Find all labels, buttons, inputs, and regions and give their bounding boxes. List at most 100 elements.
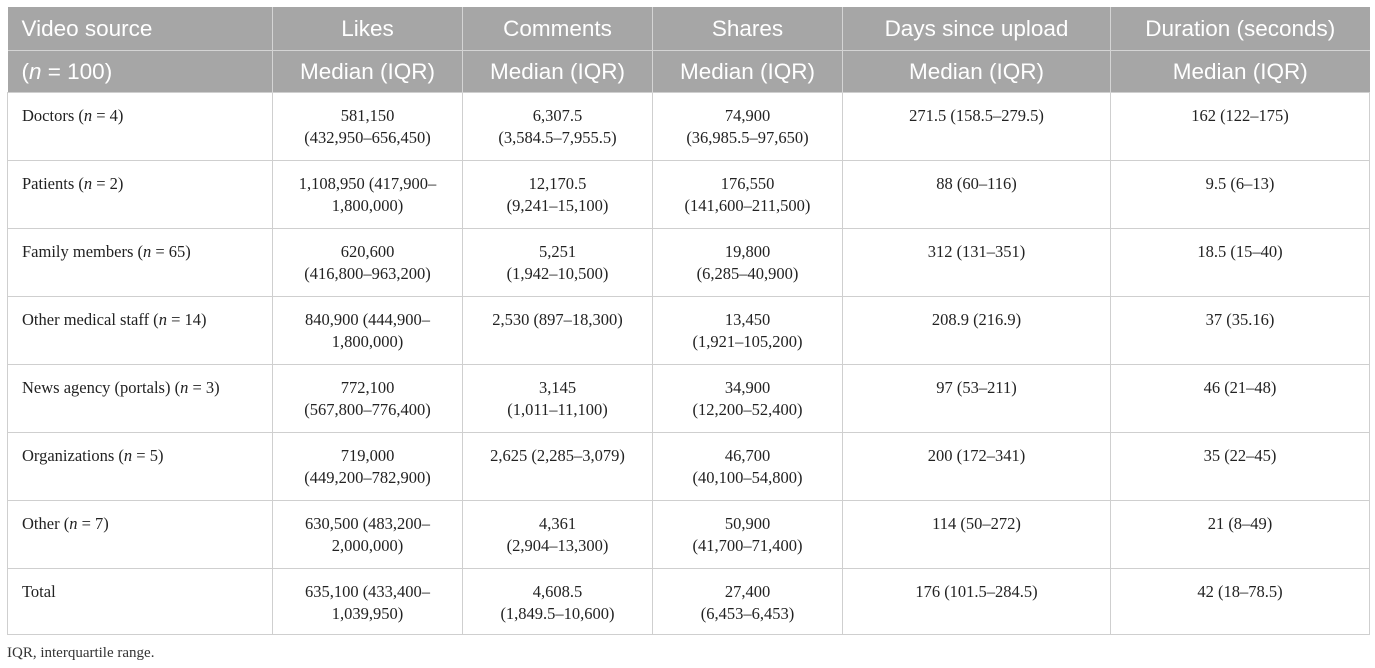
- cell-likes: 1,108,950 (417,900– 1,800,000): [272, 160, 463, 229]
- video-source-table: Video source Likes Comments Shares Days …: [7, 7, 1370, 635]
- cell-video-source: Doctors (n = 4): [7, 92, 273, 161]
- table-row: Family members (n = 65) 620,600 (416,800–9…: [7, 228, 1370, 297]
- cell-shares: 13,450 (1,921–105,200): [652, 296, 843, 365]
- cell-line: (6,285–40,900): [696, 264, 799, 283]
- cell-line: (141,600–211,500): [684, 196, 811, 215]
- table-header: Video source Likes Comments Shares Days …: [7, 7, 1370, 93]
- header-likes: Likes: [272, 7, 463, 51]
- cell-line: (12,200–52,400): [692, 400, 803, 419]
- cell-line: 1,039,950): [331, 604, 404, 623]
- table-row: Other medical staff (n = 14) 840,900 (444…: [7, 296, 1370, 365]
- header-shares-stat: Median (IQR): [652, 50, 843, 93]
- table-row: Other (n = 7) 630,500 (483,200– 2,000,000)…: [7, 500, 1370, 569]
- source-n: n: [83, 174, 93, 193]
- cell-duration: 35 (22–45): [1110, 432, 1370, 501]
- cell-line: 18.5 (15–40): [1197, 242, 1283, 261]
- cell-likes: 719,000 (449,200–782,900): [272, 432, 463, 501]
- cell-duration: 162 (122–175): [1110, 92, 1370, 161]
- cell-duration: 37 (35.16): [1110, 296, 1370, 365]
- source-n: n: [123, 446, 133, 465]
- cell-video-source: News agency (portals) (n = 3): [7, 364, 273, 433]
- header-comments: Comments: [462, 7, 653, 51]
- cell-line: 74,900: [724, 106, 771, 125]
- cell-line: 2,625 (2,285–3,079): [490, 446, 625, 465]
- cell-line: 13,450: [724, 310, 771, 329]
- cell-line: 200 (172–341): [927, 446, 1026, 465]
- source-count: = 14): [166, 310, 207, 329]
- cell-line: 581,150: [340, 106, 395, 125]
- cell-line: (36,985.5–97,650): [686, 128, 809, 147]
- cell-comments: 5,251 (1,942–10,500): [462, 228, 653, 297]
- cell-line: 840,900 (444,900–: [304, 310, 431, 329]
- cell-line: 1,108,950 (417,900–: [298, 174, 437, 193]
- cell-line: 34,900: [724, 378, 771, 397]
- cell-line: 37 (35.16): [1205, 310, 1275, 329]
- cell-days: 271.5 (158.5–279.5): [842, 92, 1111, 161]
- sample-size-var: n: [29, 58, 42, 84]
- cell-duration: 9.5 (6–13): [1110, 160, 1370, 229]
- source-n: n: [142, 242, 152, 261]
- cell-line: 114 (50–272): [932, 514, 1021, 533]
- cell-line: 12,170.5: [528, 174, 587, 193]
- cell-days: 97 (53–211): [842, 364, 1111, 433]
- cell-video-source: Organizations (n = 5): [7, 432, 273, 501]
- cell-line: 2,530 (897–18,300): [492, 310, 623, 329]
- cell-duration: 46 (21–48): [1110, 364, 1370, 433]
- cell-shares: 176,550 (141,600–211,500): [652, 160, 843, 229]
- source-count: = 2): [92, 174, 124, 193]
- cell-video-source: Patients (n = 2): [7, 160, 273, 229]
- cell-video-source: Other medical staff (n = 14): [7, 296, 273, 365]
- table-row: Organizations (n = 5) 719,000 (449,200–782…: [7, 432, 1370, 501]
- cell-line: 4,361: [538, 514, 577, 533]
- source-name: Patients (: [22, 174, 84, 193]
- cell-line: 1,800,000): [331, 332, 404, 351]
- source-n: n: [180, 378, 189, 397]
- cell-line: (1,011–11,100): [507, 400, 608, 419]
- cell-line: (41,700–71,400): [692, 536, 803, 555]
- cell-shares: 27,400 (6,453–6,453): [652, 568, 843, 635]
- source-name: Total: [22, 582, 56, 601]
- table-row: News agency (portals) (n = 3) 772,100 (567…: [7, 364, 1370, 433]
- cell-line: 312 (131–351): [927, 242, 1026, 261]
- header-comments-stat: Median (IQR): [462, 50, 653, 93]
- header-days-since-upload: Days since upload: [842, 7, 1111, 51]
- cell-comments: 2,625 (2,285–3,079): [462, 432, 653, 501]
- source-name: Organizations (: [22, 446, 124, 465]
- cell-shares: 19,800 (6,285–40,900): [652, 228, 843, 297]
- cell-video-source: Other (n = 7): [7, 500, 273, 569]
- cell-line: (416,800–963,200): [304, 264, 431, 283]
- cell-line: (449,200–782,900): [304, 468, 431, 487]
- cell-line: (432,950–656,450): [304, 128, 431, 147]
- cell-line: 635,100 (433,400–: [304, 582, 431, 601]
- cell-line: (3,584.5–7,955.5): [498, 128, 617, 147]
- source-count: = 65): [151, 242, 191, 261]
- cell-line: (9,241–15,100): [506, 196, 609, 215]
- cell-likes: 772,100 (567,800–776,400): [272, 364, 463, 433]
- header-days-stat: Median (IQR): [842, 50, 1111, 93]
- cell-line: 719,000: [340, 446, 395, 465]
- cell-line: 176 (101.5–284.5): [915, 582, 1038, 601]
- cell-line: 19,800: [724, 242, 771, 261]
- cell-line: 46,700: [724, 446, 771, 465]
- cell-line: 42 (18–78.5): [1197, 582, 1283, 601]
- header-sample-size: (n = 100): [7, 50, 273, 93]
- header-shares: Shares: [652, 7, 843, 51]
- cell-line: 27,400: [724, 582, 771, 601]
- table-row: Doctors (n = 4) 581,150 (432,950–656,450) 6…: [7, 92, 1370, 161]
- cell-days: 312 (131–351): [842, 228, 1111, 297]
- source-count: = 5): [132, 446, 164, 465]
- cell-duration: 21 (8–49): [1110, 500, 1370, 569]
- cell-line: 5,251: [538, 242, 577, 261]
- cell-line: 2,000,000): [331, 536, 404, 555]
- cell-line: (1,942–10,500): [506, 264, 609, 283]
- cell-line: 35 (22–45): [1203, 446, 1277, 465]
- cell-comments: 3,145 (1,011–11,100): [462, 364, 653, 433]
- cell-line: (1,849.5–10,600): [500, 604, 615, 623]
- cell-line: 9.5 (6–13): [1205, 174, 1275, 193]
- cell-line: 6,307.5: [532, 106, 583, 125]
- cell-likes: 635,100 (433,400– 1,039,950): [272, 568, 463, 635]
- cell-likes: 840,900 (444,900– 1,800,000): [272, 296, 463, 365]
- table-row: Patients (n = 2) 1,108,950 (417,900– 1,800…: [7, 160, 1370, 229]
- data-table-container: Video source Likes Comments Shares Days …: [7, 7, 1370, 635]
- cell-line: (40,100–54,800): [692, 468, 803, 487]
